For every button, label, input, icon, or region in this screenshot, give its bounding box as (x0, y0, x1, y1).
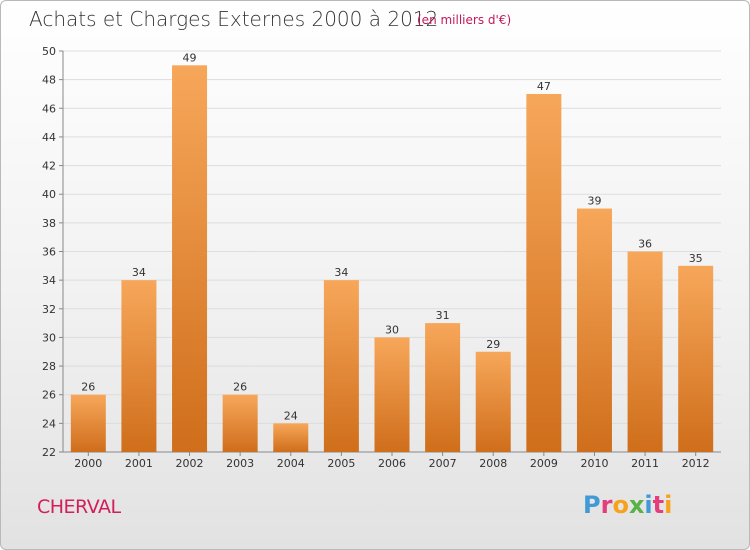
data-label: 39 (587, 195, 601, 208)
logo-letter: i (644, 491, 653, 519)
logo-letter: r (600, 491, 613, 519)
data-label: 30 (385, 323, 399, 336)
logo-letter: o (612, 491, 629, 519)
bar-2009 (526, 93, 562, 452)
chart-unit: (en milliers d'€) (417, 13, 512, 27)
bar-2006 (374, 337, 410, 452)
x-tick-label: 2004 (277, 457, 305, 470)
bar-2011 (627, 251, 663, 452)
y-tick-label: 38 (42, 217, 56, 230)
data-label: 31 (436, 309, 450, 322)
x-tick-label: 2005 (327, 457, 355, 470)
x-tick-label: 2007 (429, 457, 457, 470)
x-tick-label: 2010 (580, 457, 608, 470)
logo-letter: t (652, 491, 665, 519)
y-tick-label: 32 (42, 303, 56, 316)
data-label: 35 (689, 252, 703, 265)
y-tick-label: 48 (42, 74, 56, 87)
logo-letter: P (583, 491, 601, 519)
bar-2012 (678, 265, 714, 452)
x-tick-label: 2011 (631, 457, 659, 470)
logo-letter: i (664, 491, 673, 519)
x-tick-label: 2006 (378, 457, 406, 470)
y-tick-label: 50 (42, 45, 56, 58)
x-tick-label: 2003 (226, 457, 254, 470)
y-tick-label: 36 (42, 246, 56, 259)
y-tick-label: 46 (42, 102, 56, 115)
bar-2003 (222, 394, 258, 452)
x-tick-label: 2001 (125, 457, 153, 470)
x-tick-label: 2008 (479, 457, 507, 470)
data-label: 26 (233, 381, 247, 394)
bar-2000 (70, 394, 106, 452)
data-label: 26 (81, 381, 95, 394)
bar-2004 (273, 423, 309, 452)
data-label: 34 (334, 266, 348, 279)
y-tick-label: 42 (42, 160, 56, 173)
y-tick-label: 40 (42, 188, 56, 201)
data-label: 29 (486, 338, 500, 351)
proxiti-logo: Proxiti (583, 491, 672, 519)
x-tick-label: 2009 (530, 457, 558, 470)
bars (70, 65, 714, 453)
y-tick-label: 30 (42, 331, 56, 344)
y-tick-label: 26 (42, 389, 56, 402)
y-tick-label: 34 (42, 274, 56, 287)
commune-name: CHERVAL (37, 496, 121, 518)
bar-2001 (121, 280, 157, 452)
chart-title: Achats et Charges Externes 2000 à 2012 (29, 7, 439, 31)
bar-2008 (475, 351, 511, 452)
x-tick-label: 2000 (74, 457, 102, 470)
y-tick-label: 22 (42, 446, 56, 459)
labels: 22 24 26 28 30 32 34 36 38 40 42 44 46 48 50 26 2000 34 20… (42, 45, 710, 470)
bar-2005 (323, 280, 359, 452)
x-tick-label: 2002 (176, 457, 204, 470)
bar-2007 (425, 323, 461, 452)
data-label: 24 (284, 409, 298, 422)
y-tick-label: 44 (42, 131, 56, 144)
x-tick-label: 2012 (682, 457, 710, 470)
data-label: 34 (132, 266, 146, 279)
data-label: 36 (638, 238, 652, 251)
y-tick-label: 28 (42, 360, 56, 373)
data-label: 49 (183, 51, 197, 64)
data-label: 47 (537, 80, 551, 93)
logo-letter: x (628, 491, 645, 519)
y-tick-label: 24 (42, 417, 56, 430)
bar-2010 (576, 208, 612, 452)
bar-2002 (172, 65, 208, 453)
